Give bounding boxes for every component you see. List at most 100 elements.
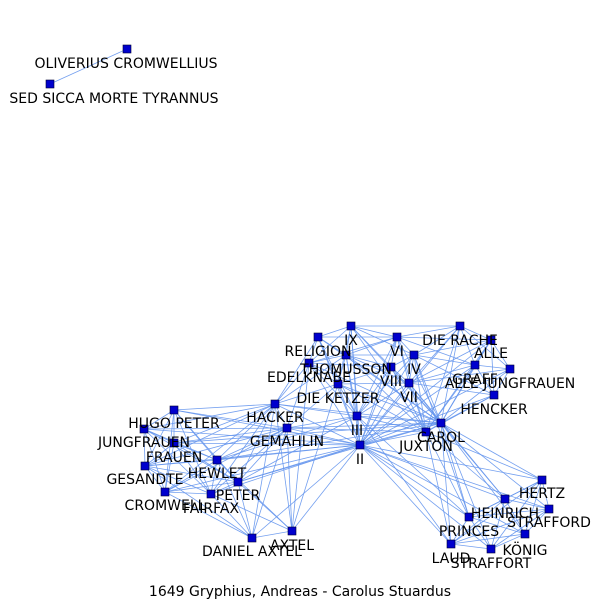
edge-thomusson-viii — [345, 354, 392, 368]
node-edelknabe[interactable] — [304, 358, 314, 368]
node-vii[interactable] — [404, 378, 414, 388]
edge-juxton-dierache — [425, 325, 461, 433]
node-peter[interactable] — [233, 477, 243, 487]
node-hencker[interactable] — [489, 390, 499, 400]
edge-iii-gemahlin — [286, 415, 358, 429]
edge-dierache-iv — [413, 325, 461, 356]
node-ix[interactable] — [346, 321, 356, 331]
edge-juxton-thomusson — [345, 354, 427, 433]
edge-axtel-edelknabe — [291, 362, 310, 532]
node-laud[interactable] — [446, 539, 456, 549]
node-gemahlin[interactable] — [282, 423, 292, 433]
edge-iv-iii — [356, 354, 415, 417]
node-hugopeter[interactable] — [169, 405, 179, 415]
node-label-juxton: JUXTON — [398, 439, 453, 455]
edge-ii-laud — [359, 444, 452, 545]
node-carol[interactable] — [436, 418, 446, 428]
node-strafford[interactable] — [544, 504, 554, 514]
node-label-sed: SED SICCA MORTE TYRANNUS — [9, 91, 218, 107]
edge-hewlet-fairfax — [210, 459, 218, 495]
node-graff[interactable] — [470, 360, 480, 370]
node-konig[interactable] — [520, 529, 530, 539]
edge-thomusson-hacker — [274, 354, 347, 405]
node-viii[interactable] — [386, 362, 396, 372]
node-jungfrauen[interactable] — [139, 424, 149, 434]
node-label-straffort: STRAFFORT — [451, 556, 532, 572]
node-iii[interactable] — [352, 411, 362, 421]
node-sed[interactable] — [45, 79, 55, 89]
node-danielaxtel[interactable] — [247, 533, 257, 543]
edge-religion-thomusson — [317, 336, 347, 356]
edge-allejungfrauen-vii — [408, 368, 511, 384]
edge-gemahlin-fairfax — [210, 427, 288, 495]
node-straffort[interactable] — [486, 544, 496, 554]
node-frauen[interactable] — [169, 438, 179, 448]
node-vi[interactable] — [392, 332, 402, 342]
node-gesandte[interactable] — [140, 461, 150, 471]
node-juxton[interactable] — [421, 427, 431, 437]
edge-hacker-jungfrauen — [143, 403, 276, 430]
edge-alle-iv — [413, 339, 492, 356]
node-iv[interactable] — [409, 350, 419, 360]
edge-jungfrauen-gesandte — [143, 428, 146, 467]
node-fairfax[interactable] — [206, 489, 216, 499]
edge-gesandte-hewlet — [144, 459, 218, 467]
edge-heinrich-straffort — [490, 498, 506, 550]
node-oliverius[interactable] — [122, 44, 132, 54]
edge-heinrich-princes — [468, 498, 506, 518]
node-label-dierache: DIE RACHE — [422, 333, 498, 349]
node-hewlet[interactable] — [212, 455, 222, 465]
node-heinrich[interactable] — [500, 494, 510, 504]
edge-strafford-princes — [468, 508, 550, 518]
node-dierache[interactable] — [455, 321, 465, 331]
graph-caption: 1649 Gryphius, Andreas - Carolus Stuardu… — [149, 584, 451, 600]
edge-carol-frauen — [173, 422, 442, 444]
node-religion[interactable] — [313, 332, 323, 342]
node-label-vi: VI — [390, 344, 404, 360]
edge-juxton-gemahlin — [286, 427, 427, 433]
node-hacker[interactable] — [270, 399, 280, 409]
node-label-vii: VII — [400, 390, 418, 406]
edge-cromwell-fairfax — [164, 491, 212, 495]
edge-religion-iii — [317, 336, 358, 417]
edge-juxton-iv — [413, 354, 427, 433]
node-thomusson[interactable] — [341, 350, 351, 360]
edge-vi-thomusson — [345, 336, 398, 356]
edge-juxton-princes — [425, 431, 470, 518]
node-label-konig: KÖNIG — [503, 541, 548, 559]
node-ii[interactable] — [355, 440, 365, 450]
edge-cromwell-danielaxtel — [164, 491, 253, 539]
node-princes[interactable] — [464, 512, 474, 522]
edge-hacker-frauen — [173, 403, 276, 444]
edge-hewlet-danielaxtel — [216, 459, 253, 539]
edge-princes-laud — [450, 516, 470, 545]
edge-vi-iii — [356, 336, 398, 417]
edge-iv-hencker — [413, 354, 495, 396]
edge-ii-princes — [359, 444, 470, 518]
node-label-religion: RELIGION — [285, 344, 352, 360]
edge-vi-vii — [396, 336, 410, 384]
edge-konig-straffort — [490, 533, 526, 550]
node-alle[interactable] — [486, 335, 496, 345]
edge-ix-iv — [350, 325, 415, 356]
node-label-danielaxtel: DANIEL AXTEL — [202, 544, 302, 560]
edge-jungfrauen-cromwell — [143, 428, 166, 493]
edge-iii-hacker — [274, 403, 358, 417]
edge-hacker-axtel — [274, 403, 293, 532]
node-label-ix: IX — [344, 333, 358, 349]
node-label-fairfax: FAIRFAX — [183, 501, 240, 517]
edge-dieketzer-hacker — [274, 383, 339, 405]
node-dieketzer[interactable] — [333, 379, 343, 389]
node-allejungfrauen[interactable] — [505, 364, 515, 374]
edge-ix-vi — [350, 325, 398, 338]
edge-strafford-straffort — [490, 508, 550, 550]
edge-frauen-hewlet — [173, 442, 218, 461]
node-hertz[interactable] — [537, 475, 547, 485]
edge-peter-fairfax — [210, 481, 239, 495]
edge-frauen-peter — [173, 442, 239, 483]
edge-laud-straffort — [450, 543, 492, 550]
edge-carol-konig — [440, 422, 526, 535]
node-axtel[interactable] — [287, 526, 297, 536]
edge-edelknabe-viii — [308, 362, 392, 368]
node-cromwell[interactable] — [160, 487, 170, 497]
